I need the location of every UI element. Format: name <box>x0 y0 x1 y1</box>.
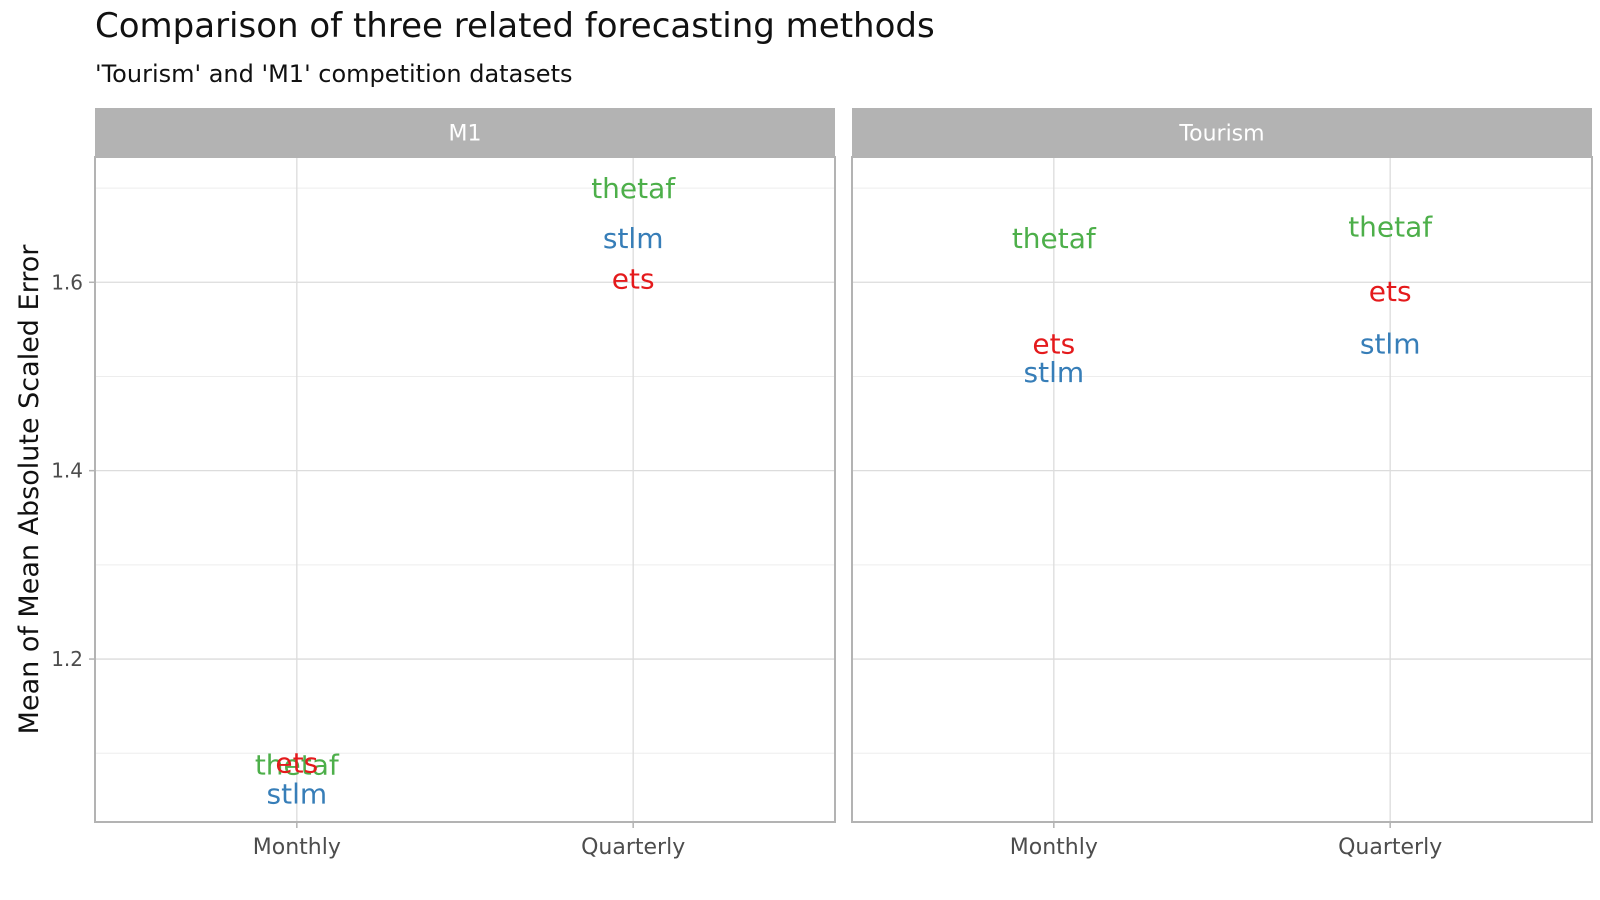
y-tick-label: 1.2 <box>51 647 83 671</box>
data-point-stlm: stlm <box>1360 328 1421 361</box>
x-tick-label: Quarterly <box>581 835 685 860</box>
facet-label: Tourism <box>1178 122 1264 147</box>
x-tick-label: Monthly <box>253 835 341 860</box>
data-point-ets: ets <box>275 747 318 780</box>
data-point-stlm: stlm <box>267 778 328 811</box>
data-point-ets: ets <box>1369 275 1412 308</box>
facet-label: M1 <box>449 122 482 147</box>
facet-strip <box>95 108 835 157</box>
chart-title: Comparison of three related forecasting … <box>95 6 935 46</box>
data-point-ets: ets <box>612 263 655 296</box>
x-tick-label: Quarterly <box>1338 835 1442 860</box>
chart-subtitle: 'Tourism' and 'M1' competition datasets <box>95 60 573 88</box>
facet-strip <box>852 108 1592 157</box>
y-axis-title: Mean of Mean Absolute Scaled Error <box>14 244 45 735</box>
panel-border <box>851 156 1593 823</box>
data-point-stlm: stlm <box>1024 356 1085 389</box>
y-tick-label: 1.4 <box>51 459 83 483</box>
y-tick-label: 1.6 <box>51 270 83 294</box>
data-point-thetaf: thetaf <box>1012 222 1097 255</box>
data-point-ets: ets <box>1032 328 1075 361</box>
data-point-thetaf: thetaf <box>591 172 676 205</box>
x-tick-label: Monthly <box>1010 835 1098 860</box>
data-point-stlm: stlm <box>603 222 664 255</box>
panel-border <box>94 156 836 823</box>
data-point-thetaf: thetaf <box>255 749 340 782</box>
data-point-thetaf: thetaf <box>1348 211 1433 244</box>
